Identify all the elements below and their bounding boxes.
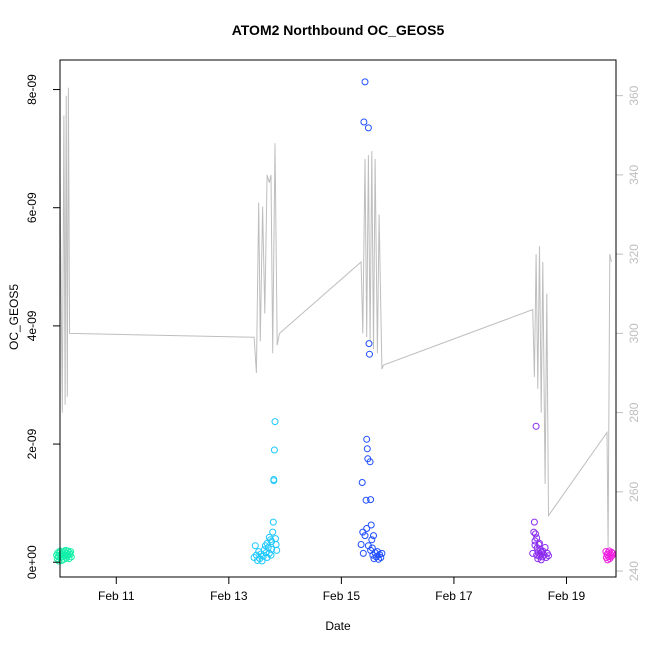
secondary-tick-label: 360 — [627, 85, 641, 105]
y-tick-label: 0e+00 — [25, 545, 39, 579]
scatter-point — [541, 544, 549, 551]
scatter-point — [364, 124, 372, 132]
scatter-point — [367, 496, 375, 504]
secondary-tick-label: 260 — [627, 481, 641, 501]
scatter-point — [367, 521, 375, 529]
scatter-point — [545, 552, 552, 560]
secondary-series-line — [59, 87, 612, 548]
x-axis-label: Date — [325, 619, 351, 633]
x-tick-label: Feb 17 — [435, 589, 473, 603]
secondary-tick-label: 300 — [627, 323, 641, 343]
scatter-point — [363, 525, 371, 532]
scatter-point — [269, 518, 277, 526]
scatter-point — [271, 418, 279, 426]
x-tick-label: Feb 11 — [98, 589, 135, 603]
scatter-point — [542, 554, 550, 561]
scatter-point — [366, 458, 374, 466]
scatter-point — [273, 546, 281, 554]
scatter-point — [359, 549, 367, 557]
scatter-point — [265, 549, 273, 557]
scatter-point — [270, 446, 278, 454]
scatter-point — [532, 422, 540, 430]
scatter-point — [64, 547, 72, 555]
scatter-point — [370, 532, 377, 540]
y-tick-label: 2e-09 — [25, 428, 39, 459]
scatter-point — [530, 528, 538, 536]
scatter-point — [363, 445, 371, 453]
scatter-point — [270, 477, 278, 485]
scatter-point — [377, 554, 385, 561]
scatter-point — [357, 541, 365, 548]
scatter-point — [362, 496, 370, 504]
scatter-point — [358, 479, 366, 486]
scatter-point — [251, 542, 259, 550]
scatter-point — [540, 551, 548, 559]
scatter-point — [608, 548, 615, 556]
scatter-point — [532, 530, 539, 538]
scatter-point — [67, 548, 75, 556]
axes-layer: Feb 11 Feb 13 Feb 15 Feb 17 Feb 19 0e+00 2e-09… — [25, 74, 641, 603]
scatter-point — [359, 528, 367, 536]
scatter-point — [268, 545, 276, 553]
scatter-point — [55, 557, 63, 565]
scatter-point — [530, 518, 538, 526]
scatter-point — [263, 554, 271, 561]
y-axis-label: OC_GEOS5 — [7, 284, 21, 350]
y-tick-label: 6e-09 — [25, 192, 39, 223]
x-tick-label: Feb 19 — [548, 589, 586, 603]
scatter-point — [533, 534, 541, 542]
scatter-points-layer — [53, 78, 617, 565]
secondary-tick-label: 340 — [627, 165, 641, 185]
y-tick-label: 4e-09 — [25, 310, 39, 341]
scatter-point — [607, 553, 615, 561]
scatter-point — [257, 550, 265, 558]
scatter-point — [531, 541, 539, 549]
scatter-point — [363, 435, 371, 443]
scatter-point — [361, 78, 369, 86]
x-tick-label: Feb 15 — [323, 589, 361, 603]
scatter-point — [67, 553, 75, 561]
scatter-point — [267, 536, 274, 544]
scatter-point — [268, 538, 276, 545]
scatter-point — [375, 555, 382, 563]
scatter-point — [269, 528, 277, 536]
scatter-point — [366, 350, 373, 358]
chart-title: ATOM2 Northbound OC_GEOS5 — [232, 22, 445, 38]
scatter-point — [368, 536, 376, 544]
scatter-point — [361, 532, 369, 540]
scatter-point — [360, 118, 368, 126]
scatter-point — [536, 539, 543, 547]
scatter-point — [254, 557, 261, 564]
plot-frame — [59, 59, 617, 578]
secondary-tick-label: 320 — [627, 244, 641, 264]
scatter-point — [367, 546, 375, 554]
scatter-point — [378, 549, 386, 557]
secondary-line-layer — [59, 87, 612, 548]
y-tick-label: 8e-09 — [25, 74, 39, 105]
secondary-tick-label: 280 — [627, 402, 641, 422]
scatter-point — [258, 557, 266, 565]
scatter-point — [365, 340, 373, 348]
secondary-tick-label: 240 — [627, 561, 641, 581]
x-tick-label: Feb 13 — [210, 589, 248, 603]
